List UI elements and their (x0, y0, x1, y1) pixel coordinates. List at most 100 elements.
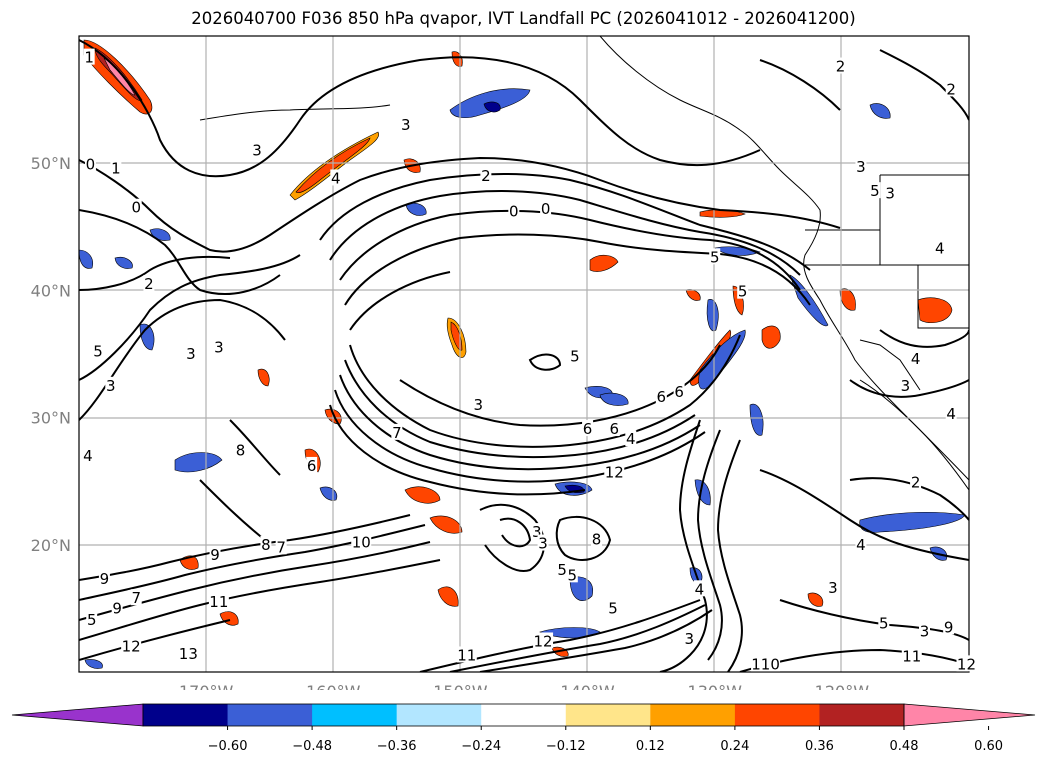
colorbar-tick-label: 0.48 (890, 739, 919, 754)
contour-label-bg (213, 338, 225, 355)
colorbar-tick-label: −0.24 (461, 739, 501, 754)
contour-label-bg (121, 637, 142, 654)
contour-label-bg (82, 446, 94, 463)
colorbar-tick-label: −0.60 (208, 739, 248, 754)
colorbar-swatch (481, 704, 567, 726)
contour-label: 4 (946, 405, 956, 423)
contour-label-bg (531, 523, 543, 540)
colorbar-tick-label: 0.12 (636, 739, 665, 754)
contour-label-bg (604, 463, 625, 480)
contour-label-bg (178, 645, 199, 662)
contour-label: 11 (902, 648, 921, 666)
contour-label: 6 (657, 388, 667, 406)
contour-label-bg (98, 570, 110, 587)
contour-label: 7 (131, 589, 141, 607)
contour-label: 2 (144, 275, 154, 293)
colorbar-ticks: −0.60 −0.48 −0.36 −0.24 −0.12 0.12 0.24 0.36 0.4… (208, 726, 1003, 754)
contour-label-bg (827, 579, 839, 596)
lat-tick-label: 50°N (31, 154, 71, 173)
contour-label-bg (306, 456, 318, 473)
map-title: 2026040700 F036 850 hPa qvapor, IVT Land… (191, 9, 856, 28)
contour-label-bg (508, 202, 520, 219)
contour-label: 5 (710, 248, 720, 266)
coastlines (199, 36, 969, 491)
contour-label: 3 (828, 579, 838, 597)
colorbar-tick-label: −0.36 (377, 739, 417, 754)
contour-label-bg (919, 622, 930, 639)
contour-label-bg (709, 248, 721, 265)
contour-label: 0 (131, 199, 141, 217)
lat-tick-label: 20°N (31, 536, 71, 555)
contour-label-bg (869, 182, 881, 199)
contour-label-bg (943, 618, 955, 635)
contour-label: 4 (935, 239, 945, 257)
contour-label-bg (86, 610, 98, 627)
contour-label: 11 (209, 593, 228, 611)
contour-label: 7 (392, 424, 402, 442)
colorbar-tick-label: 0.36 (805, 739, 834, 754)
colorbar-extend-low (11, 703, 144, 727)
contour-label: 4 (856, 536, 866, 554)
contour-label-bg (480, 166, 492, 183)
contour-label: 1 (84, 49, 94, 67)
lon-tick-label: 170°W (179, 682, 234, 690)
colorbar-extend-high (903, 703, 1036, 727)
contour-label: 9 (210, 546, 220, 564)
colorbar-tick-label: 0.24 (720, 739, 749, 754)
contour-label: 5 (570, 348, 580, 366)
contour-label-bg (130, 198, 142, 215)
contour-label-bg (275, 538, 287, 555)
contour-label-bg (234, 441, 246, 458)
contour-label: 3 (532, 523, 542, 541)
lon-tick-label: 140°W (560, 682, 615, 690)
contour-label-bg (899, 376, 911, 393)
colorbar-swatch (227, 704, 313, 726)
contour-label-bg (884, 184, 896, 201)
contour-label: 3 (214, 339, 224, 357)
contour-label: 3 (920, 622, 930, 640)
graticule (79, 36, 969, 672)
contour-label-bg (751, 655, 781, 672)
contour-label-bg (110, 159, 122, 176)
contour-label: 3 (401, 116, 411, 134)
contour-label-bg (569, 347, 581, 364)
ivt-contours (79, 39, 969, 672)
contour-label-bg (655, 388, 667, 405)
contour-label: 8 (236, 442, 246, 460)
contour-label-bg (737, 282, 749, 299)
contour-label-bg (251, 141, 263, 158)
contour-label-bg (855, 535, 867, 552)
contour-label-bg (260, 535, 272, 552)
contour-label: 2 (836, 58, 846, 76)
colorbar-swatch (734, 704, 820, 726)
lon-tick-label: 120°W (815, 682, 870, 690)
contour-label: 5 (879, 615, 889, 633)
contour-label: 5 (93, 342, 103, 360)
contour-label: 4 (695, 580, 705, 598)
contour-label-bg (143, 275, 155, 292)
contour-label: 4 (911, 350, 921, 368)
contour-label-bg (683, 629, 695, 646)
colorbar-tick-label: −0.48 (292, 739, 332, 754)
contour-label-bg (693, 580, 705, 597)
contour-label: 4 (626, 430, 636, 448)
longitude-labels: 170°W 160°W 150°W 140°W 130°W 120°W (179, 682, 869, 690)
contour-label: 6 (583, 420, 593, 438)
colorbar-swatch (565, 704, 651, 726)
contour-label-bg (83, 48, 95, 65)
contour-label: 0 (86, 155, 96, 173)
contour-label: 0 (509, 203, 519, 221)
contour-label: 5 (608, 599, 618, 617)
contour-label: 12 (605, 463, 624, 481)
contour-label: 11 (457, 646, 476, 664)
contour-label-bg (556, 561, 568, 578)
contour-label-bg (208, 593, 229, 610)
contour-label-bg (111, 599, 123, 616)
contour-label: 3 (901, 377, 911, 395)
contour-label: 5 (557, 561, 567, 579)
contour-label: 6 (307, 457, 317, 475)
contour-label: 3 (856, 158, 866, 176)
contour-label: 110 (751, 655, 780, 673)
contour-label: 3 (252, 141, 262, 159)
